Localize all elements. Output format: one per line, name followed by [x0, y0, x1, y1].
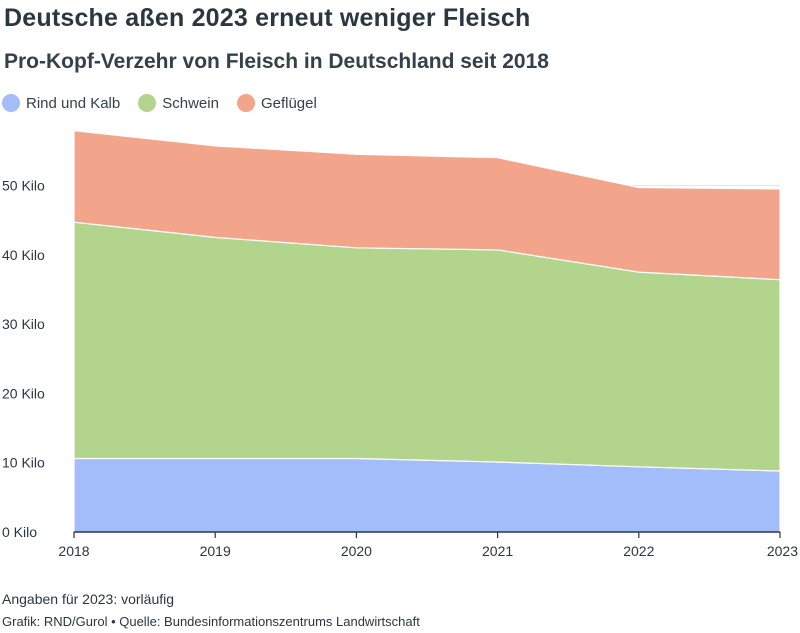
- x-tick-label: 2022: [623, 543, 654, 559]
- legend-item-schwein: Schwein: [138, 94, 219, 112]
- chart-title: Deutsche aßen 2023 erneut weniger Fleisc…: [4, 4, 531, 32]
- area-gefl-gel: [73, 130, 781, 281]
- area-chart: 0 Kilo 10 Kilo 20 Kilo 30 Kilo 40 Kilo 50 Kil…: [2, 130, 798, 559]
- legend: Rind und Kalb Schwein Geflügel: [2, 94, 317, 112]
- legend-label-gefluegel: Geflügel: [260, 94, 317, 112]
- legend-item-rind-und-kalb: Rind und Kalb: [2, 94, 120, 112]
- area-rind-und-kalb: [73, 457, 781, 533]
- y-tick-label: 50 Kilo: [2, 177, 45, 193]
- source-credit: Grafik: RND/Gurol • Quelle: Bundesinform…: [2, 614, 420, 629]
- axes: 0 Kilo 10 Kilo 20 Kilo 30 Kilo 40 Kilo 50 Kil…: [2, 177, 798, 559]
- legend-swatch-gefluegel: [236, 94, 255, 112]
- legend-item-gefluegel: Geflügel: [236, 94, 317, 112]
- x-tick-label: 2020: [341, 543, 372, 559]
- legend-label-rind-und-kalb: Rind und Kalb: [26, 94, 121, 112]
- legend-label-schwein: Schwein: [162, 94, 219, 112]
- y-tick-label: 20 Kilo: [2, 385, 45, 401]
- y-tick-label: 0 Kilo: [2, 524, 37, 540]
- legend-swatch-schwein: [138, 94, 157, 112]
- x-tick-label: 2019: [200, 543, 231, 559]
- legend-swatch-rind-und-kalb: [2, 94, 20, 112]
- x-tick-label: 2018: [58, 543, 89, 559]
- y-tick-label: 10 Kilo: [2, 455, 45, 471]
- footnote: Angaben für 2023: vorläufig: [2, 591, 175, 607]
- y-tick-label: 40 Kilo: [2, 247, 45, 263]
- stacked-areas: [73, 130, 781, 533]
- x-tick-label: 2021: [482, 543, 513, 559]
- y-tick-label: 30 Kilo: [2, 316, 45, 332]
- chart-subtitle: Pro-Kopf-Verzehr von Fleisch in Deutschl…: [4, 50, 549, 73]
- x-tick-label: 2023: [767, 543, 798, 559]
